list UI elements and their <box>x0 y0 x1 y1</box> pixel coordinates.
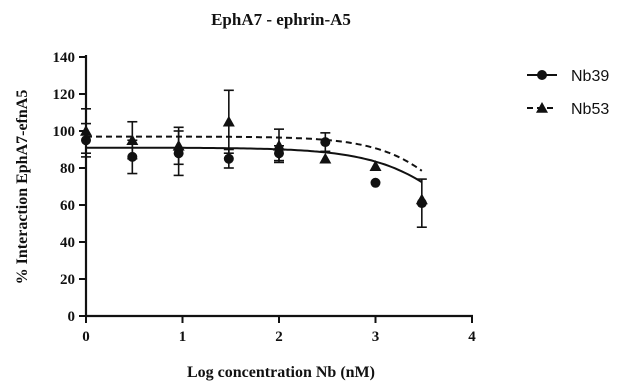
x-tick-label: 4 <box>468 329 476 345</box>
x-tick-label: 0 <box>82 329 90 345</box>
legend-marker <box>537 70 547 80</box>
legend-marker <box>536 102 548 113</box>
data-point-nb53 <box>369 160 382 171</box>
plot-area <box>80 89 428 228</box>
axes: 0 20 40 60 80 100 120 140 0 1 2 3 4 <box>53 50 477 345</box>
legend-label: Nb53 <box>571 101 609 118</box>
legend-item-nb53: Nb53 <box>527 101 609 118</box>
data-point-nb53 <box>80 125 92 136</box>
data-point-nb53 <box>273 139 285 151</box>
data-point-nb39 <box>223 153 234 164</box>
x-axis-label: Log concentration Nb (nM) <box>187 364 375 381</box>
data-point-nb53 <box>126 134 139 146</box>
y-tick-label: 40 <box>60 235 75 251</box>
data-point-nb53 <box>319 152 332 164</box>
legend-item-nb39: Nb39 <box>527 68 609 85</box>
x-tick-label: 1 <box>179 329 187 345</box>
y-tick-label: 20 <box>60 272 75 288</box>
x-tick-label: 2 <box>275 329 283 345</box>
x-tick-label: 3 <box>372 329 380 345</box>
fit-curve-nb39 <box>86 146 423 183</box>
y-tick-label: 100 <box>53 124 76 140</box>
data-point-nb53 <box>222 115 235 127</box>
y-tick-label: 120 <box>53 87 76 103</box>
y-tick-label: 60 <box>60 198 75 214</box>
y-tick-label: 0 <box>68 309 76 325</box>
y-tick-label: 80 <box>60 161 75 177</box>
series-nb53 <box>80 89 428 205</box>
y-tick-label: 140 <box>53 50 76 66</box>
data-point-nb53 <box>172 139 185 151</box>
data-point-nb53 <box>415 193 428 205</box>
legend: Nb39 Nb53 <box>527 68 609 118</box>
data-point-nb39 <box>370 177 381 188</box>
chart-title: EphA7 - ephrin-A5 <box>211 10 351 29</box>
fit-curve-nb53 <box>86 135 423 172</box>
y-axis-label: % Interaction EphA7-efnA5 <box>14 90 31 285</box>
legend-label: Nb39 <box>571 68 609 85</box>
